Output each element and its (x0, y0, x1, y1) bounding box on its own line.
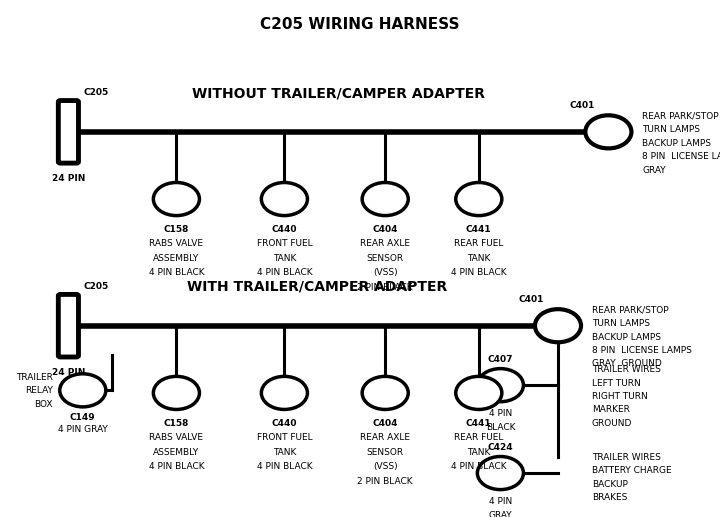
Text: RELAY: RELAY (24, 386, 53, 396)
Text: BACKUP LAMPS: BACKUP LAMPS (642, 139, 711, 148)
Text: GROUND: GROUND (592, 419, 632, 428)
Text: FRONT FUEL: FRONT FUEL (256, 433, 312, 442)
Text: C441: C441 (466, 419, 492, 428)
Text: 24 PIN: 24 PIN (52, 368, 85, 377)
Circle shape (261, 183, 307, 216)
Text: RIGHT TURN: RIGHT TURN (592, 392, 647, 401)
Text: BOX: BOX (34, 400, 53, 409)
Text: FRONT FUEL: FRONT FUEL (256, 239, 312, 248)
Text: C401: C401 (569, 101, 595, 111)
Text: 4 PIN BLACK: 4 PIN BLACK (256, 268, 312, 277)
Text: C424: C424 (487, 443, 513, 452)
Circle shape (535, 309, 581, 342)
Text: TRAILER WIRES: TRAILER WIRES (592, 365, 661, 374)
Text: REAR PARK/STOP: REAR PARK/STOP (592, 306, 668, 315)
Text: C441: C441 (466, 225, 492, 234)
Text: TURN LAMPS: TURN LAMPS (642, 125, 701, 134)
Text: BATTERY CHARGE: BATTERY CHARGE (592, 466, 672, 476)
Text: C205: C205 (84, 282, 109, 291)
Text: BACKUP LAMPS: BACKUP LAMPS (592, 332, 661, 342)
Text: 8 PIN  LICENSE LAMPS: 8 PIN LICENSE LAMPS (642, 152, 720, 161)
Text: (VSS): (VSS) (373, 268, 397, 277)
Circle shape (477, 457, 523, 490)
Text: 4 PIN BLACK: 4 PIN BLACK (148, 268, 204, 277)
Text: REAR AXLE: REAR AXLE (360, 239, 410, 248)
Text: ASSEMBLY: ASSEMBLY (153, 254, 199, 263)
Text: GRAY  GROUND: GRAY GROUND (592, 359, 662, 369)
Text: 4 PIN BLACK: 4 PIN BLACK (451, 462, 507, 471)
Text: 2 PIN BLACK: 2 PIN BLACK (357, 477, 413, 485)
Circle shape (153, 183, 199, 216)
Circle shape (362, 183, 408, 216)
Text: MARKER: MARKER (592, 405, 630, 415)
Text: TANK: TANK (273, 254, 296, 263)
Text: WITHOUT TRAILER/CAMPER ADAPTER: WITHOUT TRAILER/CAMPER ADAPTER (192, 86, 485, 100)
Text: 4 PIN BLACK: 4 PIN BLACK (148, 462, 204, 471)
Text: 4 PIN: 4 PIN (489, 497, 512, 506)
Text: SENSOR: SENSOR (366, 448, 404, 457)
Text: REAR AXLE: REAR AXLE (360, 433, 410, 442)
Text: 24 PIN: 24 PIN (52, 175, 85, 184)
Text: TRAILER: TRAILER (16, 373, 53, 382)
Text: RABS VALVE: RABS VALVE (150, 239, 204, 248)
Text: C158: C158 (163, 419, 189, 428)
Text: REAR FUEL: REAR FUEL (454, 239, 503, 248)
Text: 4 PIN: 4 PIN (489, 409, 512, 418)
Text: C149: C149 (70, 413, 96, 422)
Text: C440: C440 (271, 225, 297, 234)
Text: 4 PIN BLACK: 4 PIN BLACK (451, 268, 507, 277)
Text: C404: C404 (372, 225, 398, 234)
Text: TANK: TANK (467, 448, 490, 457)
Text: TANK: TANK (467, 254, 490, 263)
Text: C205 WIRING HARNESS: C205 WIRING HARNESS (260, 17, 460, 33)
Text: GRAY: GRAY (489, 511, 512, 517)
Circle shape (456, 376, 502, 409)
FancyBboxPatch shape (58, 295, 78, 357)
Text: BACKUP: BACKUP (592, 480, 628, 489)
Text: RABS VALVE: RABS VALVE (150, 433, 204, 442)
Circle shape (60, 374, 106, 407)
Text: TURN LAMPS: TURN LAMPS (592, 319, 650, 328)
Text: BLACK: BLACK (486, 423, 515, 432)
Text: 4 PIN BLACK: 4 PIN BLACK (256, 462, 312, 471)
Text: REAR PARK/STOP: REAR PARK/STOP (642, 112, 719, 121)
Circle shape (261, 376, 307, 409)
Text: SENSOR: SENSOR (366, 254, 404, 263)
Text: C205: C205 (84, 88, 109, 97)
Text: 4 PIN GRAY: 4 PIN GRAY (58, 425, 108, 434)
Text: C158: C158 (163, 225, 189, 234)
Circle shape (456, 183, 502, 216)
FancyBboxPatch shape (58, 100, 78, 163)
Text: C404: C404 (372, 419, 398, 428)
Circle shape (153, 376, 199, 409)
Text: GRAY: GRAY (642, 165, 666, 175)
Text: 8 PIN  LICENSE LAMPS: 8 PIN LICENSE LAMPS (592, 346, 692, 355)
Circle shape (362, 376, 408, 409)
Text: C407: C407 (487, 355, 513, 364)
Text: BRAKES: BRAKES (592, 493, 627, 503)
Text: REAR FUEL: REAR FUEL (454, 433, 503, 442)
Text: TANK: TANK (273, 448, 296, 457)
Circle shape (477, 369, 523, 402)
Text: 2 PIN BLACK: 2 PIN BLACK (357, 283, 413, 292)
Text: TRAILER WIRES: TRAILER WIRES (592, 453, 661, 462)
Text: WITH TRAILER/CAMPER ADAPTER: WITH TRAILER/CAMPER ADAPTER (186, 280, 447, 294)
Circle shape (585, 115, 631, 148)
Text: ASSEMBLY: ASSEMBLY (153, 448, 199, 457)
Text: LEFT TURN: LEFT TURN (592, 378, 641, 388)
Text: C401: C401 (518, 295, 544, 305)
Text: (VSS): (VSS) (373, 462, 397, 471)
Text: C440: C440 (271, 419, 297, 428)
